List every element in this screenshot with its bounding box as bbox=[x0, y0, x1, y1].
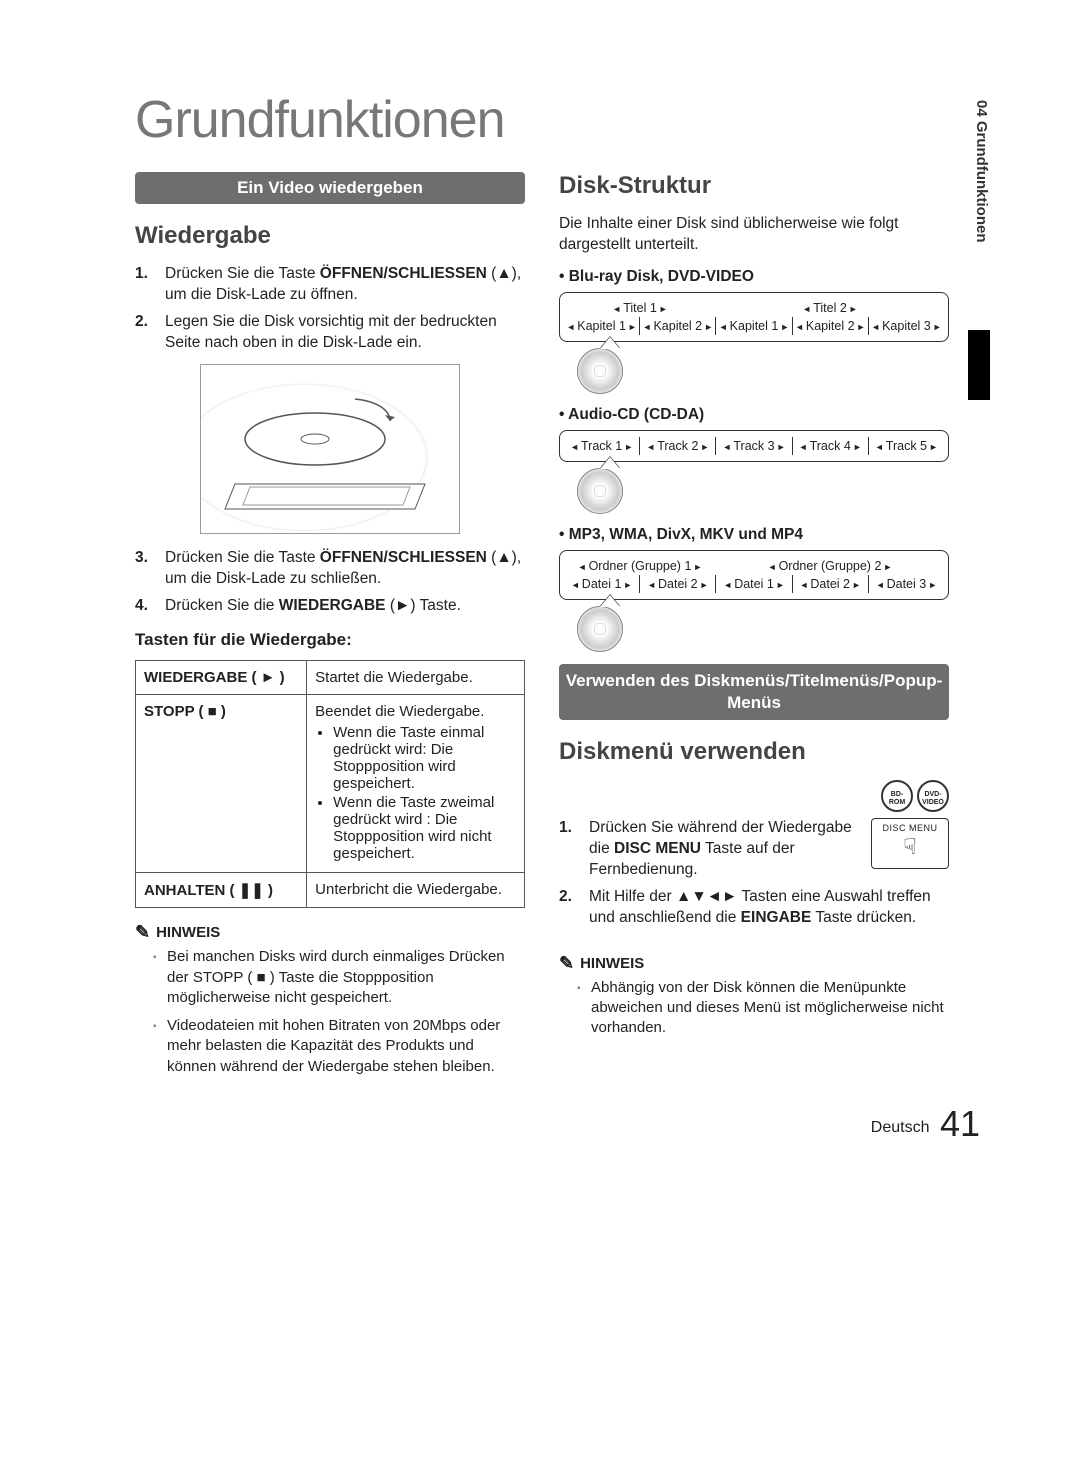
step-text: Mit Hilfe der ▲▼◄► Tasten eine Auswahl t… bbox=[589, 887, 949, 929]
heading-diskmenu: Diskmenü verwenden bbox=[559, 738, 949, 766]
right-column: Disk-Struktur Die Inhalte einer Disk sin… bbox=[559, 172, 949, 1085]
table-row: ANHALTEN ( ❚❚ ) Unterbricht die Wiederga… bbox=[136, 873, 525, 908]
disc-compat-icons: BD-ROM DVD-VIDEO bbox=[881, 780, 949, 812]
playback-steps: 1. Drücken Sie die Taste ÖFFNEN/SCHLIESS… bbox=[135, 264, 525, 354]
remote-disc-menu-button: DISC MENU ☟ bbox=[871, 818, 949, 869]
disc-icon bbox=[577, 606, 623, 652]
step-1-text: Drücken Sie die Taste ÖFFNEN/SCHLIESSEN … bbox=[165, 264, 525, 306]
table-row: WIEDERGABE ( ► ) Startet die Wiedergabe. bbox=[136, 661, 525, 695]
page-footer: Deutsch 41 bbox=[135, 1103, 990, 1145]
disk-insert-illustration bbox=[200, 364, 460, 534]
manual-page: 04 Grundfunktionen Grundfunktionen Ein V… bbox=[0, 0, 1080, 1185]
side-chapter-tab: 04 Grundfunktionen bbox=[973, 100, 990, 243]
page-number: 41 bbox=[940, 1103, 980, 1144]
hand-press-icon: ☟ bbox=[874, 834, 946, 860]
disc-icon bbox=[577, 468, 623, 514]
left-column: Ein Video wiedergeben Wiedergabe 1. Drüc… bbox=[135, 172, 525, 1085]
cell-key: STOPP ( ■ ) bbox=[136, 695, 307, 873]
playback-steps-cont: 3. Drücken Sie die Taste ÖFFNEN/SCHLIESS… bbox=[135, 548, 525, 617]
struct1-diagram: Titel 1 Titel 2 Kapitel 1 Kapitel 2 Kapi… bbox=[559, 292, 949, 342]
struct2-title: Audio-CD (CD-DA) bbox=[559, 406, 949, 424]
note-icon: ✎ bbox=[559, 953, 574, 974]
cell-key: WIEDERGABE ( ► ) bbox=[136, 661, 307, 695]
note-list: Abhängig von der Disk können die Menüpun… bbox=[559, 978, 949, 1039]
cell-val: Startet die Wiedergabe. bbox=[307, 661, 525, 695]
heading-wiedergabe: Wiedergabe bbox=[135, 222, 525, 250]
note-icon: ✎ bbox=[135, 922, 150, 943]
struct3-diagram: Ordner (Gruppe) 1 Ordner (Gruppe) 2 Date… bbox=[559, 550, 949, 600]
bd-rom-icon: BD-ROM bbox=[881, 780, 913, 812]
cell-val: Unterbricht die Wiedergabe. bbox=[307, 873, 525, 908]
disc-icon bbox=[577, 348, 623, 394]
note-item: Bei manchen Disks wird durch einmaliges … bbox=[153, 947, 525, 1008]
cell-val: Beendet die Wiedergabe. Wenn die Taste e… bbox=[307, 695, 525, 873]
note-item: Abhängig von der Disk können die Menüpun… bbox=[577, 978, 949, 1039]
heading-disk-struktur: Disk-Struktur bbox=[559, 172, 949, 200]
step-1: 1. Drücken Sie während der Wiedergabe di… bbox=[559, 818, 863, 881]
struct3-title: MP3, WMA, DivX, MKV und MP4 bbox=[559, 526, 949, 544]
note-list: Bei manchen Disks wird durch einmaliges … bbox=[135, 947, 525, 1077]
step-1: 1. Drücken Sie die Taste ÖFFNEN/SCHLIESS… bbox=[135, 264, 525, 306]
disk-struktur-intro: Die Inhalte einer Disk sind üblicherweis… bbox=[559, 214, 949, 256]
step-2: 2. Legen Sie die Disk vorsichtig mit der… bbox=[135, 312, 525, 354]
playback-buttons-table: WIEDERGABE ( ► ) Startet die Wiedergabe.… bbox=[135, 660, 525, 908]
side-thumb-index bbox=[968, 330, 990, 400]
disc-compat-row: BD-ROM DVD-VIDEO bbox=[559, 780, 949, 818]
struct1-title: Blu-ray Disk, DVD-VIDEO bbox=[559, 268, 949, 286]
heading-play-buttons: Tasten für die Wiedergabe: bbox=[135, 630, 525, 650]
chapter-title: Grundfunktionen bbox=[135, 90, 990, 150]
footer-lang: Deutsch bbox=[871, 1119, 930, 1136]
step-2: 2. Mit Hilfe der ▲▼◄► Tasten eine Auswah… bbox=[559, 887, 949, 929]
step-3-text: Drücken Sie die Taste ÖFFNEN/SCHLIESSEN … bbox=[165, 548, 525, 590]
step-3: 3. Drücken Sie die Taste ÖFFNEN/SCHLIESS… bbox=[135, 548, 525, 590]
cell-key: ANHALTEN ( ❚❚ ) bbox=[136, 873, 307, 908]
step-4: 4. Drücken Sie die WIEDERGABE (►) Taste. bbox=[135, 596, 525, 617]
note-item: Videodateien mit hohen Bitraten von 20Mb… bbox=[153, 1016, 525, 1077]
section-bar-menus: Verwenden des Diskmenüs/Titelmenüs/Popup… bbox=[559, 664, 949, 720]
table-row: STOPP ( ■ ) Beendet die Wiedergabe. Wenn… bbox=[136, 695, 525, 873]
note-heading: ✎ HINWEIS bbox=[135, 922, 525, 943]
note-heading: ✎ HINWEIS bbox=[559, 953, 949, 974]
dvd-video-icon: DVD-VIDEO bbox=[917, 780, 949, 812]
step-2-text: Legen Sie die Disk vorsichtig mit der be… bbox=[165, 312, 525, 354]
section-bar-video: Ein Video wiedergeben bbox=[135, 172, 525, 204]
step-text: Drücken Sie während der Wiedergabe die D… bbox=[589, 818, 863, 881]
step-4-text: Drücken Sie die WIEDERGABE (►) Taste. bbox=[165, 596, 461, 617]
